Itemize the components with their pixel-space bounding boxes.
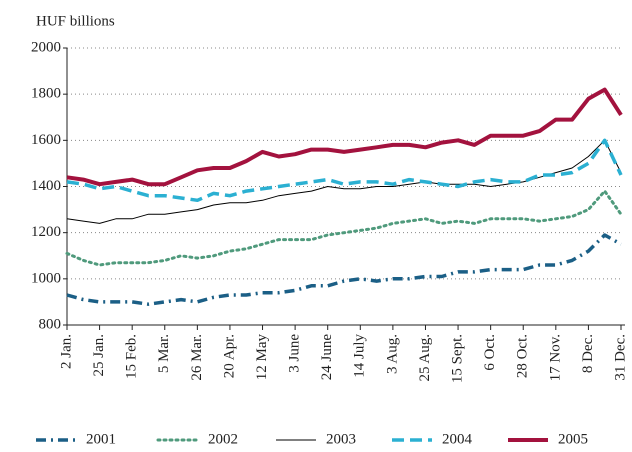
- legend-label: 2001: [86, 431, 116, 447]
- y-tick-label: 800: [39, 316, 62, 332]
- x-tick-label: 6 Oct.: [482, 334, 498, 371]
- x-tick-label: 3 Aug.: [384, 334, 400, 374]
- y-tick-label: 2000: [31, 39, 61, 55]
- x-tick-label: 14 July: [352, 334, 368, 378]
- legend-label: 2004: [442, 431, 473, 447]
- y-tick-label: 1200: [31, 224, 61, 240]
- y-tick-label: 1400: [31, 178, 61, 194]
- x-tick-label: 26 Mar.: [189, 334, 205, 381]
- x-tick-label: 20 Apr.: [221, 334, 237, 378]
- series-line: [66, 87, 623, 187]
- x-tick-label: 8 Dec.: [580, 334, 596, 373]
- y-axis-label: HUF billions: [36, 13, 115, 29]
- legend-label: 2005: [558, 431, 588, 447]
- y-tick-label: 1800: [31, 86, 61, 102]
- x-tick-label: 12 May: [254, 334, 270, 381]
- series-line: [66, 138, 623, 203]
- legend-label: 2002: [208, 431, 238, 447]
- x-tick-label: 15 Feb.: [124, 334, 140, 379]
- series-line: [66, 233, 622, 306]
- x-tick-label: 15 Sept.: [449, 334, 465, 383]
- legend-label: 2003: [326, 431, 356, 447]
- x-tick-label: 25 Aug.: [417, 334, 433, 382]
- y-tick-label: 1000: [31, 270, 61, 286]
- series-line: [65, 189, 623, 267]
- x-tick-label: 31 Dec.: [612, 334, 628, 381]
- x-tick-label: 3 June: [287, 334, 303, 373]
- y-tick-label: 1600: [31, 132, 61, 148]
- x-tick-label: 28 Oct.: [515, 334, 531, 378]
- x-tick-label: 5 Mar.: [156, 334, 172, 373]
- x-tick-label: 25 Jan.: [91, 334, 107, 377]
- x-tick-label: 2 Jan.: [58, 334, 74, 369]
- x-tick-label: 17 Nov.: [547, 334, 563, 381]
- x-tick-label: 24 June: [319, 334, 335, 381]
